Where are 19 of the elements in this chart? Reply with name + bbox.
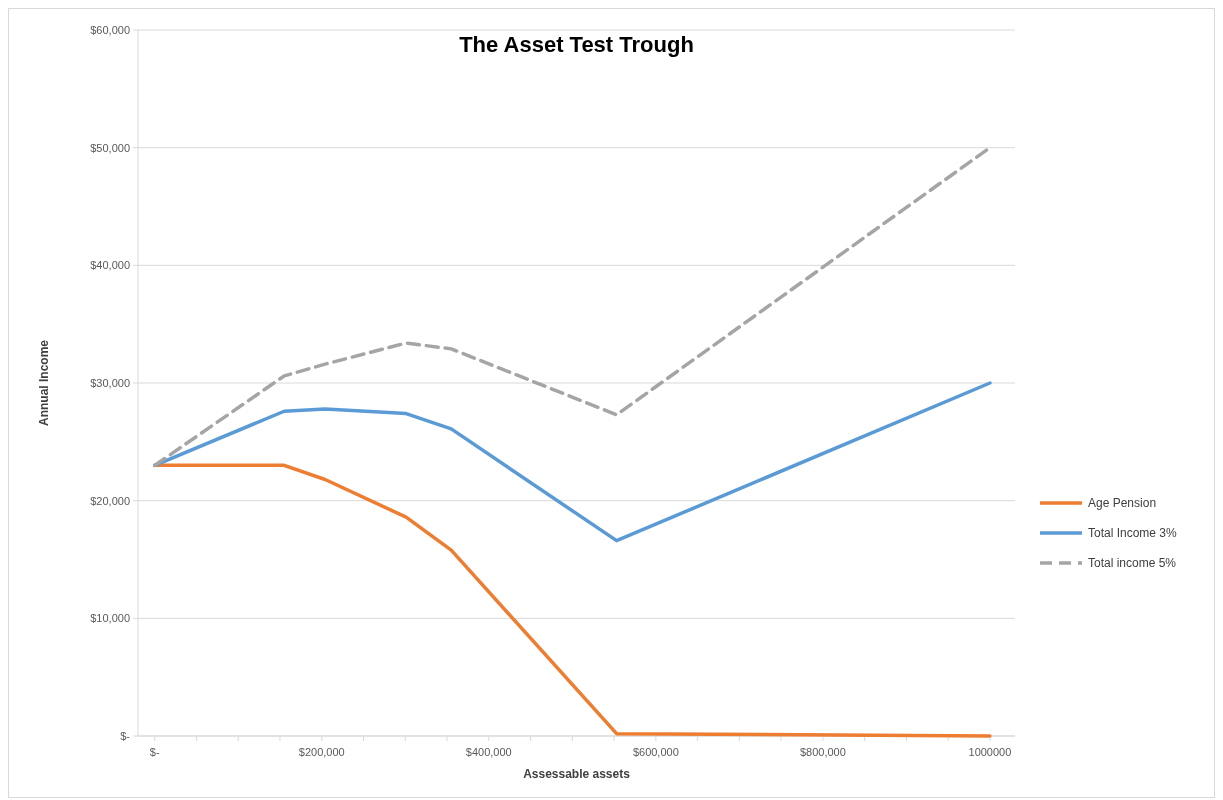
y-axis-title: Annual Income: [37, 339, 51, 427]
chart-title: The Asset Test Trough: [459, 32, 694, 57]
x-tick-label: $-: [149, 746, 160, 758]
x-tick-label: $200,000: [298, 746, 345, 758]
y-tick-label: $60,000: [90, 23, 130, 36]
x-tick-label: 1000000: [968, 746, 1012, 758]
y-tick-label: $30,000: [90, 376, 130, 389]
y-tick-label: $-: [120, 729, 131, 742]
legend-label: Age Pension: [1088, 496, 1157, 511]
y-tick-label: $50,000: [90, 141, 130, 154]
legend-label: Total income 5%: [1088, 556, 1177, 571]
y-tick-label: $20,000: [90, 494, 130, 507]
x-tick-label: $400,000: [465, 746, 512, 758]
x-axis-title: Assessable assets: [523, 767, 631, 781]
legend-label: Total Income 3%: [1088, 526, 1178, 541]
y-tick-label: $10,000: [90, 612, 130, 625]
x-tick-label: $600,000: [632, 746, 679, 758]
y-tick-label: $40,000: [90, 259, 130, 272]
x-tick-label: $800,000: [799, 746, 846, 758]
